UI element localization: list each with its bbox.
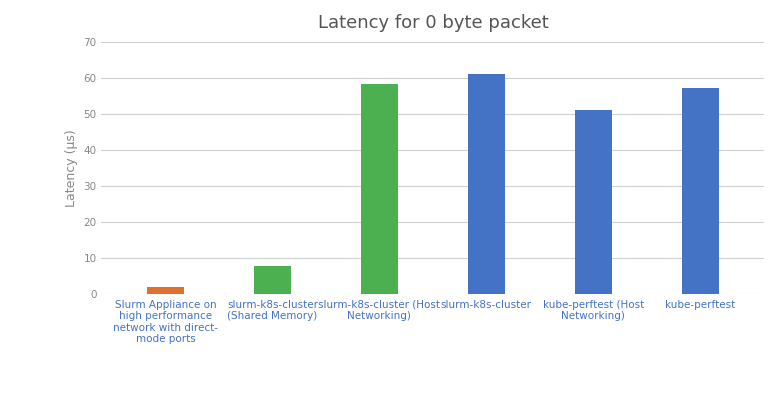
Bar [254, 266, 291, 294]
Y-axis label: Latency (µs): Latency (µs) [65, 129, 78, 207]
Title: Latency for 0 byte packet: Latency for 0 byte packet [317, 14, 548, 32]
Bar [360, 84, 398, 294]
Bar [575, 110, 612, 294]
Bar [682, 88, 719, 294]
Bar [468, 74, 505, 294]
Bar [147, 287, 184, 294]
